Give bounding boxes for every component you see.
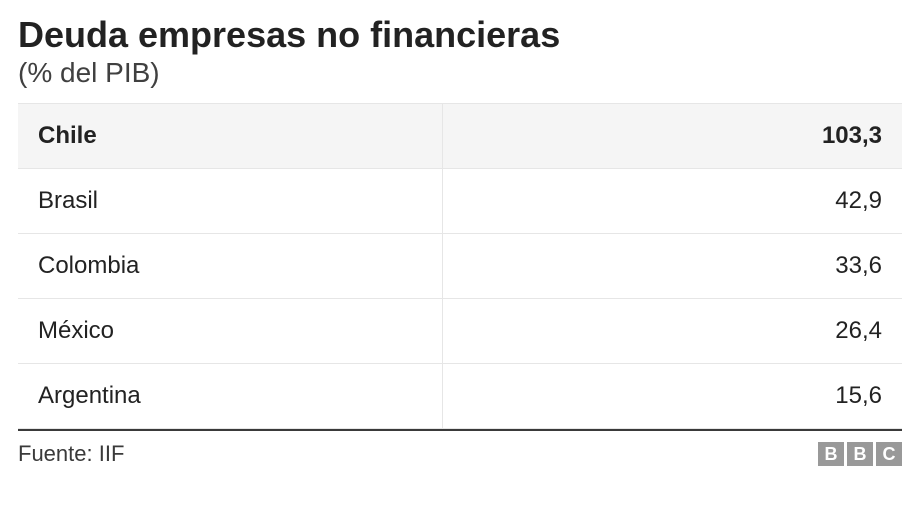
data-table: Chile 103,3 Brasil 42,9 Colombia 33,6 Mé… [18,103,902,429]
value-cell: 103,3 [442,104,902,169]
bbc-logo-block: B [847,442,873,466]
table-row: Argentina 15,6 [18,364,902,429]
table-row: Chile 103,3 [18,104,902,169]
table-row: Brasil 42,9 [18,169,902,234]
country-cell: Chile [18,104,442,169]
value-cell: 33,6 [442,234,902,299]
value-cell: 26,4 [442,299,902,364]
country-cell: Brasil [18,169,442,234]
chart-title: Deuda empresas no financieras [18,14,902,55]
country-cell: México [18,299,442,364]
value-cell: 15,6 [442,364,902,429]
bbc-logo: B B C [818,442,902,466]
bbc-logo-block: C [876,442,902,466]
chart-subtitle: (% del PIB) [18,57,902,89]
table-body: Chile 103,3 Brasil 42,9 Colombia 33,6 Mé… [18,104,902,429]
source-label: Fuente: IIF [18,441,124,467]
table-row: México 26,4 [18,299,902,364]
country-cell: Colombia [18,234,442,299]
table-row: Colombia 33,6 [18,234,902,299]
value-cell: 42,9 [442,169,902,234]
bbc-logo-block: B [818,442,844,466]
country-cell: Argentina [18,364,442,429]
footer: Fuente: IIF B B C [18,431,902,467]
